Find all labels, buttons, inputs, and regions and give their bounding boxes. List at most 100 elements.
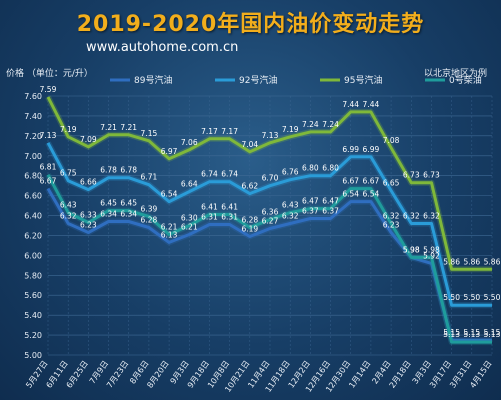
data-label: 6.23 <box>383 220 400 229</box>
data-label: 7.21 <box>120 123 137 132</box>
data-label: 5.50 <box>443 293 460 302</box>
data-label: 6.37 <box>322 207 339 216</box>
data-label: 6.21 <box>181 222 198 231</box>
data-label: 6.66 <box>80 178 97 187</box>
data-label: 6.41 <box>201 203 218 212</box>
y-tick-label: 7.00 <box>24 152 42 161</box>
data-label: 6.80 <box>322 164 339 173</box>
data-label: 7.15 <box>141 129 158 138</box>
data-label: 7.44 <box>342 100 359 109</box>
data-label: 6.34 <box>120 210 137 219</box>
data-label: 7.17 <box>221 127 238 136</box>
series-lines <box>45 95 492 346</box>
data-label: 7.24 <box>322 120 339 129</box>
data-label: 7.44 <box>363 100 380 109</box>
data-label: 7.13 <box>262 131 279 140</box>
data-label: 5.13 <box>443 330 460 339</box>
data-label: 6.65 <box>383 179 400 188</box>
data-label: 6.54 <box>161 190 178 199</box>
data-label: 6.32 <box>383 212 400 221</box>
data-label: 6.28 <box>241 215 258 224</box>
y-tick-label: 6.40 <box>24 212 42 221</box>
data-label: 6.67 <box>342 177 359 186</box>
y-tick-label: 5.40 <box>24 311 42 320</box>
legend-label: 0号柴油 <box>449 74 482 86</box>
data-label: 6.47 <box>322 197 339 206</box>
data-label: 6.74 <box>201 170 218 179</box>
data-label: 6.67 <box>40 177 57 186</box>
data-label: 7.17 <box>201 127 218 136</box>
y-tick-label: 5.00 <box>24 351 42 360</box>
legend: 89号汽油 92号汽油 95号汽油 0号柴油 <box>110 74 482 86</box>
data-label: 7.08 <box>383 136 400 145</box>
data-label: 6.99 <box>342 145 359 154</box>
data-label: 6.97 <box>161 147 178 156</box>
data-label: 5.92 <box>423 251 440 260</box>
legend-label: 95号汽油 <box>344 74 382 86</box>
data-label: 7.24 <box>302 120 319 129</box>
y-axis-label: 价格 （单位：元/升） <box>6 69 93 79</box>
data-label: 5.98 <box>403 245 420 254</box>
data-label: 6.67 <box>363 177 380 186</box>
series-line-2 <box>46 96 492 271</box>
data-label: 6.32 <box>282 212 299 221</box>
data-label: 7.19 <box>60 125 77 134</box>
data-label: 6.43 <box>282 201 299 210</box>
data-label: 5.15 <box>443 328 460 337</box>
data-label: 6.32 <box>60 212 77 221</box>
y-axis-ticks: 5.00 5.20 5.40 5.60 5.80 6.00 6.20 6.40 6.60 6.80… <box>24 92 42 360</box>
chart-title: 2019-2020年国内油价变动走势 <box>76 12 425 37</box>
data-label: 6.13 <box>161 230 178 239</box>
data-label: 6.32 <box>423 212 440 221</box>
data-labels: 6.676.326.236.34 6.346.286.136.216.31 6.31… <box>40 85 501 339</box>
legend-label: 92号汽油 <box>239 74 277 86</box>
data-label: 6.73 <box>423 171 440 180</box>
data-label: 6.70 <box>262 174 279 183</box>
y-tick-label: 7.60 <box>24 92 42 101</box>
data-label: 6.31 <box>201 213 218 222</box>
data-label: 6.73 <box>403 171 420 180</box>
y-tick-label: 5.60 <box>24 291 42 300</box>
data-label: 7.09 <box>80 135 97 144</box>
data-label: 6.71 <box>141 173 158 182</box>
legend-label: 89号汽油 <box>134 74 172 86</box>
series-line-0 <box>46 187 492 342</box>
data-label: 6.80 <box>302 164 319 173</box>
data-label: 6.62 <box>241 182 258 191</box>
data-label: 5.50 <box>484 293 501 302</box>
data-label: 6.41 <box>221 203 238 212</box>
data-label: 6.81 <box>40 163 57 172</box>
data-label: 6.23 <box>80 220 97 229</box>
data-label: 7.04 <box>241 140 258 149</box>
source-url: www.autohome.com.cn <box>86 40 239 55</box>
y-tick-label: 6.60 <box>24 192 42 201</box>
data-label: 5.13 <box>463 330 480 339</box>
data-label: 6.27 <box>262 216 279 225</box>
y-tick-label: 5.80 <box>24 271 42 280</box>
series-line-1 <box>46 142 492 307</box>
data-label: 5.86 <box>463 257 480 266</box>
data-label: 6.45 <box>120 199 137 208</box>
data-label: 6.54 <box>363 190 380 199</box>
data-label: 6.78 <box>120 166 137 175</box>
data-label: 6.47 <box>302 197 319 206</box>
data-label: 6.39 <box>141 205 158 214</box>
y-tick-label: 6.20 <box>24 231 42 240</box>
data-label: 7.13 <box>40 131 57 140</box>
data-label: 6.64 <box>181 180 198 189</box>
data-label: 7.59 <box>40 85 57 94</box>
y-tick-label: 7.20 <box>24 132 42 141</box>
data-label: 6.19 <box>241 224 258 233</box>
data-label: 5.98 <box>423 245 440 254</box>
data-label: 5.86 <box>484 257 501 266</box>
data-label: 6.78 <box>100 166 117 175</box>
data-label: 6.74 <box>221 170 238 179</box>
data-label: 5.98 <box>403 245 420 254</box>
data-label: 6.33 <box>80 211 97 220</box>
data-label: 6.76 <box>282 168 299 177</box>
y-tick-label: 6.80 <box>24 172 42 181</box>
data-label: 5.86 <box>443 257 460 266</box>
data-label: 6.43 <box>60 201 77 210</box>
data-label: 7.06 <box>181 138 198 147</box>
data-label: 6.37 <box>302 207 319 216</box>
